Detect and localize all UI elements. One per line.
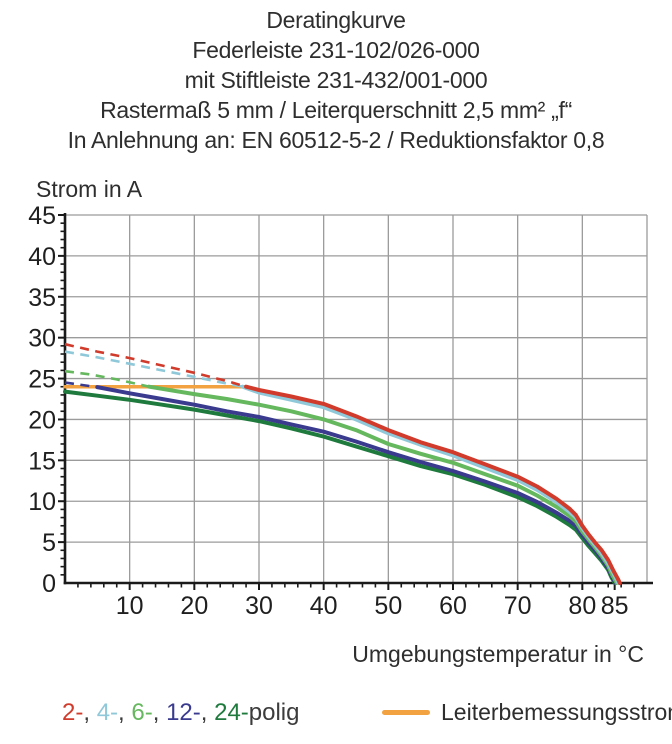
title-line-1: Deratingkurve: [266, 7, 406, 33]
x-tick-label: 70: [504, 592, 532, 620]
derating-chart-plot: 10 20 30 40 50 60 70 80 85 0 5 10 15 20 25 30 35 40 45: [28, 202, 653, 620]
x-tick-label: 50: [374, 592, 402, 620]
legend-separator: ,: [83, 699, 97, 726]
curve-solid-24-polig: [63, 389, 617, 585]
x-tick-label: 60: [439, 592, 467, 620]
curve-solid-4-polig: [240, 384, 621, 585]
x-tick-label: 40: [310, 592, 338, 620]
title-line-5: In Anlehnung an: EN 60512-5-2 / Reduktio…: [67, 127, 605, 153]
title-line-2: Federleiste 231-102/026-000: [192, 37, 480, 63]
legend-separator: ,: [118, 699, 132, 726]
rated-current-line-swatch: [382, 710, 430, 715]
x-tick-label: 80: [568, 592, 596, 620]
poles-legend: 2-, 4-, 6-, 12-, 24-polig: [62, 699, 300, 727]
legend-pole-4: 4-: [96, 699, 119, 726]
y-tick-label: 30: [28, 325, 56, 353]
title-line-3: mit Stiftleiste 231-432/001-000: [184, 67, 488, 93]
curve-dashed-4-polig: [64, 350, 244, 388]
y-tick-label: 20: [28, 406, 56, 434]
legend-separator: ,: [152, 699, 167, 726]
y-tick-label: 35: [28, 284, 56, 312]
legend-separator: ,: [200, 699, 215, 726]
curve-dashed-12-polig: [64, 381, 98, 389]
legend-pole-2: 2-: [62, 699, 84, 726]
y-tick-label: 10: [28, 488, 56, 516]
curve-dashed-6-polig: [64, 369, 150, 388]
y-axis-title: Strom in A: [36, 176, 143, 202]
curve-solid-2-polig: [244, 384, 622, 585]
y-tick-label: 5: [42, 529, 56, 557]
y-tick-label: 25: [28, 366, 56, 394]
legend-pole-12: 12-: [166, 699, 201, 726]
title-line-4: Rastermaß 5 mm / Leiterquerschnitt 2,5 m…: [100, 97, 572, 123]
curve-dashed-2-polig: [64, 342, 247, 388]
curve-solid-6-polig: [147, 384, 619, 585]
x-tick-label: 10: [116, 592, 144, 620]
legend-pole-24: 24-: [214, 699, 249, 726]
legend-pole-6: 6-: [131, 699, 153, 726]
legend-poles-suffix: polig: [248, 699, 300, 726]
x-axis-title: Umgebungstemperatur in °C: [352, 641, 644, 667]
x-tick-label: 20: [180, 592, 208, 620]
x-tick-label: 30: [245, 592, 273, 620]
rated-current-label: Leiterbemessungsstrom: [441, 699, 672, 725]
chart-title-block: Deratingkurve Federleiste 231-102/026-00…: [0, 5, 672, 155]
y-tick-label: 0: [42, 570, 56, 598]
rated-current-legend: Leiterbemessungsstrom: [382, 699, 672, 726]
y-tick-label: 15: [28, 447, 56, 475]
x-tick-label: 85: [601, 592, 629, 620]
y-tick-label: 40: [28, 243, 56, 271]
y-tick-label: 45: [28, 202, 56, 230]
